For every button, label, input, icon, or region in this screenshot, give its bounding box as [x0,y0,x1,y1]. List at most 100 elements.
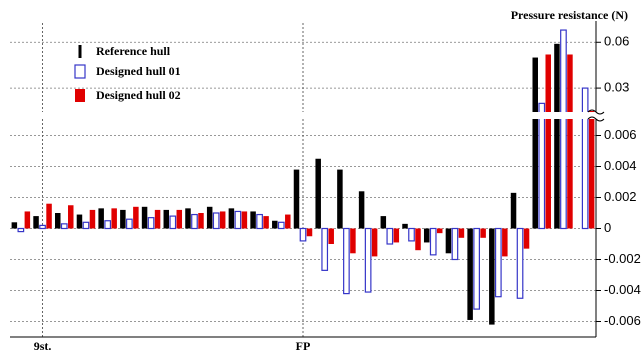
bar [567,54,573,229]
bar [198,213,204,229]
bar [133,206,139,229]
bar [415,228,421,251]
bar [588,111,595,229]
bar [120,209,126,229]
bar [191,213,198,230]
bar [46,203,52,229]
bar [315,158,321,229]
y-tick-label: -0.004 [604,282,641,297]
x-tick-label: FP [296,339,311,353]
bar [104,220,112,230]
bar [206,206,213,229]
bar [55,213,61,229]
legend-swatch [78,45,82,58]
bar [285,214,291,229]
bar [299,227,307,242]
bar [380,216,387,229]
bar [337,169,343,229]
bar [306,228,313,237]
bar [277,221,285,230]
y-tick-label: 0.002 [604,189,637,204]
bar [82,221,90,230]
bar [321,227,329,271]
y-tick-label: -0.002 [604,251,641,266]
bar [11,222,18,229]
bar [523,228,530,249]
bar [141,206,148,229]
bar [234,210,242,230]
bar [176,209,183,229]
bar [76,214,83,229]
y-tick-label: -0.006 [604,313,641,328]
bar [272,220,278,229]
bar [154,209,161,229]
bar [429,227,437,256]
legend-label: Designed hull 02 [96,88,181,102]
bar [480,228,486,238]
x-tick-label: 9st. [34,339,52,353]
bar [256,213,263,230]
legend-label: Designed hull 01 [96,64,181,78]
bar [219,211,226,229]
bar [228,208,235,229]
bar [423,228,430,243]
bar [510,192,517,229]
bar [393,228,400,243]
bar [68,205,74,229]
bar [494,227,502,298]
y-tick-label: 0.03 [604,80,629,95]
bar [386,227,394,245]
bar [554,43,560,229]
legend-swatch [74,64,86,79]
bar [343,227,350,295]
bar [473,227,480,310]
bar [328,228,334,244]
bar [185,208,191,229]
bar [98,208,104,229]
y-tick-label: 0.004 [604,158,637,173]
bar [89,209,96,229]
bar [358,191,365,229]
bar [250,211,256,229]
bar [60,223,68,230]
bar [560,29,567,230]
bar [445,228,452,254]
bar [293,169,300,229]
bar [581,87,589,230]
bar [489,228,495,325]
y-axis-label: Pressure resistance (N) [511,8,628,22]
bar [451,227,459,261]
bar [111,208,117,229]
bar [263,216,269,229]
bar [538,102,546,230]
y-tick-label: 0.006 [604,127,637,142]
y-tick-label: 0.06 [604,34,629,49]
bar [39,224,46,230]
bar [458,228,465,238]
bar [241,211,248,229]
bar [350,228,356,254]
bar [147,217,155,230]
bar [33,216,39,229]
bar [467,228,473,320]
bar [364,227,372,293]
bar [516,227,524,299]
bar [371,228,378,257]
bar [24,211,31,229]
bar [163,209,170,229]
bar [212,212,220,230]
bar [126,218,133,230]
bar [408,227,415,242]
bar [502,228,508,257]
axis-break [10,112,599,119]
legend-swatch [75,89,85,102]
bar [532,57,538,229]
bar [169,215,177,230]
break-symbol [587,109,605,122]
bar [436,228,443,234]
y-tick-label: 0 [604,220,611,235]
legend-label: Reference hull [96,44,171,58]
bar [545,54,551,229]
bar [402,223,408,229]
